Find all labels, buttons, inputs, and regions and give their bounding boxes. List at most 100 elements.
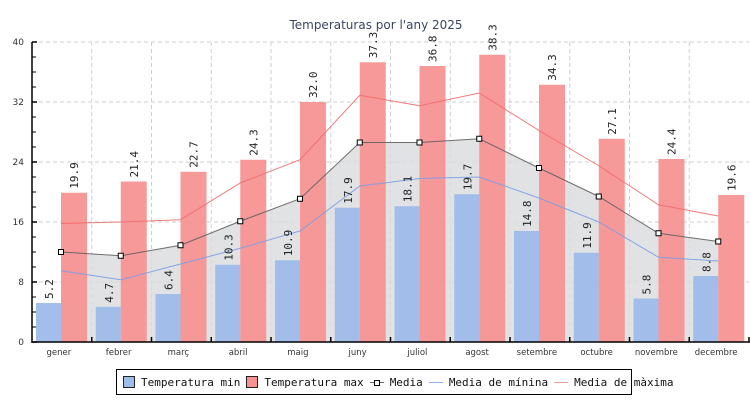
bar-temperatura-min bbox=[514, 231, 539, 342]
media-marker bbox=[237, 218, 244, 225]
xtick-label: agost bbox=[465, 348, 489, 358]
media-marker bbox=[356, 139, 363, 146]
legend: Temperatura min Temperatura max Media Me… bbox=[116, 369, 674, 395]
media-marker bbox=[595, 193, 602, 200]
bar-temperatura-min bbox=[633, 298, 659, 342]
data-label-min: 17.9 bbox=[342, 177, 355, 204]
xtick-label: abril bbox=[229, 348, 248, 358]
legend-item-media-maxima[interactable]: Media de màxima bbox=[554, 375, 674, 389]
data-label-max: 24.4 bbox=[666, 128, 679, 155]
xtick-label: febrer bbox=[106, 348, 132, 358]
legend-line-icon bbox=[428, 381, 443, 383]
chart-title: Temperaturas por l'any 2025 bbox=[288, 18, 462, 32]
bar-temperatura-max bbox=[359, 62, 386, 342]
legend-swatch-min bbox=[123, 376, 135, 388]
lines bbox=[58, 92, 722, 281]
series-line-media bbox=[60, 138, 719, 257]
bar-temperatura-min bbox=[95, 306, 121, 342]
bar-temperatura-min bbox=[573, 252, 599, 342]
xtick-label: octubre bbox=[580, 348, 613, 358]
bars bbox=[36, 54, 745, 342]
media-marker bbox=[297, 195, 303, 202]
ytick-label: 8 bbox=[18, 278, 24, 288]
bar-temperatura-max bbox=[419, 66, 446, 342]
data-label-min: 5.8 bbox=[641, 275, 654, 295]
data-label-max: 32.0 bbox=[307, 72, 320, 99]
data-label-max: 19.9 bbox=[68, 162, 81, 189]
data-label-max: 24.3 bbox=[247, 129, 260, 156]
xtick-label: març bbox=[168, 348, 190, 358]
legend-label: Media bbox=[389, 375, 423, 389]
data-label-min: 6.4 bbox=[163, 270, 176, 290]
ytick-label: 24 bbox=[13, 158, 25, 168]
media-marker bbox=[476, 135, 483, 142]
xtick-label: decembre bbox=[695, 348, 738, 358]
legend-item-media[interactable]: Media bbox=[369, 375, 423, 389]
media-marker bbox=[177, 242, 184, 249]
data-label-max: 21.4 bbox=[128, 151, 141, 178]
data-label-max: 19.6 bbox=[725, 165, 738, 192]
data-label-min: 11.9 bbox=[581, 222, 594, 249]
legend-line-marker-icon bbox=[369, 379, 384, 386]
xtick-label: setembre bbox=[517, 348, 557, 358]
media-marker bbox=[655, 230, 662, 237]
bar-temperatura-max bbox=[539, 84, 565, 342]
data-label-max: 36.8 bbox=[427, 36, 440, 63]
bar-temperatura-max bbox=[300, 102, 326, 342]
media-marker bbox=[58, 249, 64, 255]
bar-temperatura-min bbox=[275, 260, 300, 342]
media-marker bbox=[117, 252, 124, 259]
data-label-max: 34.3 bbox=[546, 54, 559, 81]
data-label-min: 5.2 bbox=[43, 279, 56, 299]
bar-temperatura-max bbox=[658, 159, 685, 342]
xtick-label: juny bbox=[348, 348, 367, 358]
bar-temperatura-max bbox=[120, 181, 147, 342]
data-label-min: 14.8 bbox=[521, 201, 534, 228]
bar-temperatura-max bbox=[240, 159, 267, 342]
data-labels: 5.2 19.9 4.7 21.4 6.4 22.7 10.3 24.3 10.9 32.0 17.… bbox=[43, 24, 738, 303]
bar-temperatura-min bbox=[215, 264, 241, 342]
legend-label: Media de màxima bbox=[574, 375, 674, 389]
data-label-min: 4.7 bbox=[103, 283, 116, 303]
ytick-label: 32 bbox=[13, 98, 24, 108]
data-label-min: 19.7 bbox=[461, 164, 474, 191]
media-marker bbox=[715, 238, 722, 245]
bar-temperatura-max bbox=[180, 171, 207, 342]
data-label-max: 37.3 bbox=[367, 32, 380, 59]
legend-item-temperatura-max[interactable]: Temperatura max bbox=[246, 376, 364, 389]
data-label-max: 22.7 bbox=[188, 141, 201, 168]
bar-temperatura-min bbox=[155, 294, 181, 342]
xtick-label: juliol bbox=[406, 348, 427, 358]
data-label-min: 8.8 bbox=[700, 252, 713, 272]
axes: 0 8 16 24 32 40 gener febrer març abril maig juny ju… bbox=[13, 38, 750, 358]
xtick-label: gener bbox=[47, 348, 72, 358]
media-marker bbox=[416, 139, 423, 146]
bar-temperatura-max bbox=[598, 138, 625, 342]
data-label-min: 10.9 bbox=[282, 230, 295, 257]
series-line-media-de-m-xima bbox=[60, 92, 719, 224]
xtick-label: novembre bbox=[635, 348, 678, 358]
bar-temperatura-max bbox=[61, 192, 87, 342]
legend-line-icon bbox=[554, 381, 569, 383]
ytick-label: 16 bbox=[13, 218, 25, 228]
legend-item-media-minima[interactable]: Media de mínina bbox=[428, 375, 549, 389]
ytick-label: 0 bbox=[18, 338, 24, 348]
bar-temperatura-max bbox=[479, 54, 506, 342]
ytick-label: 40 bbox=[13, 38, 25, 48]
bar-temperatura-min bbox=[334, 207, 360, 342]
bar-temperatura-max bbox=[718, 195, 745, 342]
data-label-min: 18.1 bbox=[402, 176, 415, 203]
data-label-max: 27.1 bbox=[606, 108, 619, 135]
bar-temperatura-min bbox=[454, 194, 480, 342]
series-line-media-de-m-nina bbox=[60, 176, 719, 281]
bar-temperatura-min bbox=[36, 303, 61, 342]
xtick-label: maig bbox=[287, 348, 308, 358]
media-marker bbox=[536, 165, 542, 171]
legend-label: Media de mínina bbox=[448, 375, 549, 389]
legend-item-temperatura-min[interactable]: Temperatura min bbox=[123, 376, 240, 389]
bar-temperatura-min bbox=[394, 206, 420, 342]
data-label-min: 10.3 bbox=[222, 234, 235, 261]
legend-swatch-max bbox=[246, 376, 259, 388]
legend-label: Temperatura min bbox=[141, 375, 241, 389]
